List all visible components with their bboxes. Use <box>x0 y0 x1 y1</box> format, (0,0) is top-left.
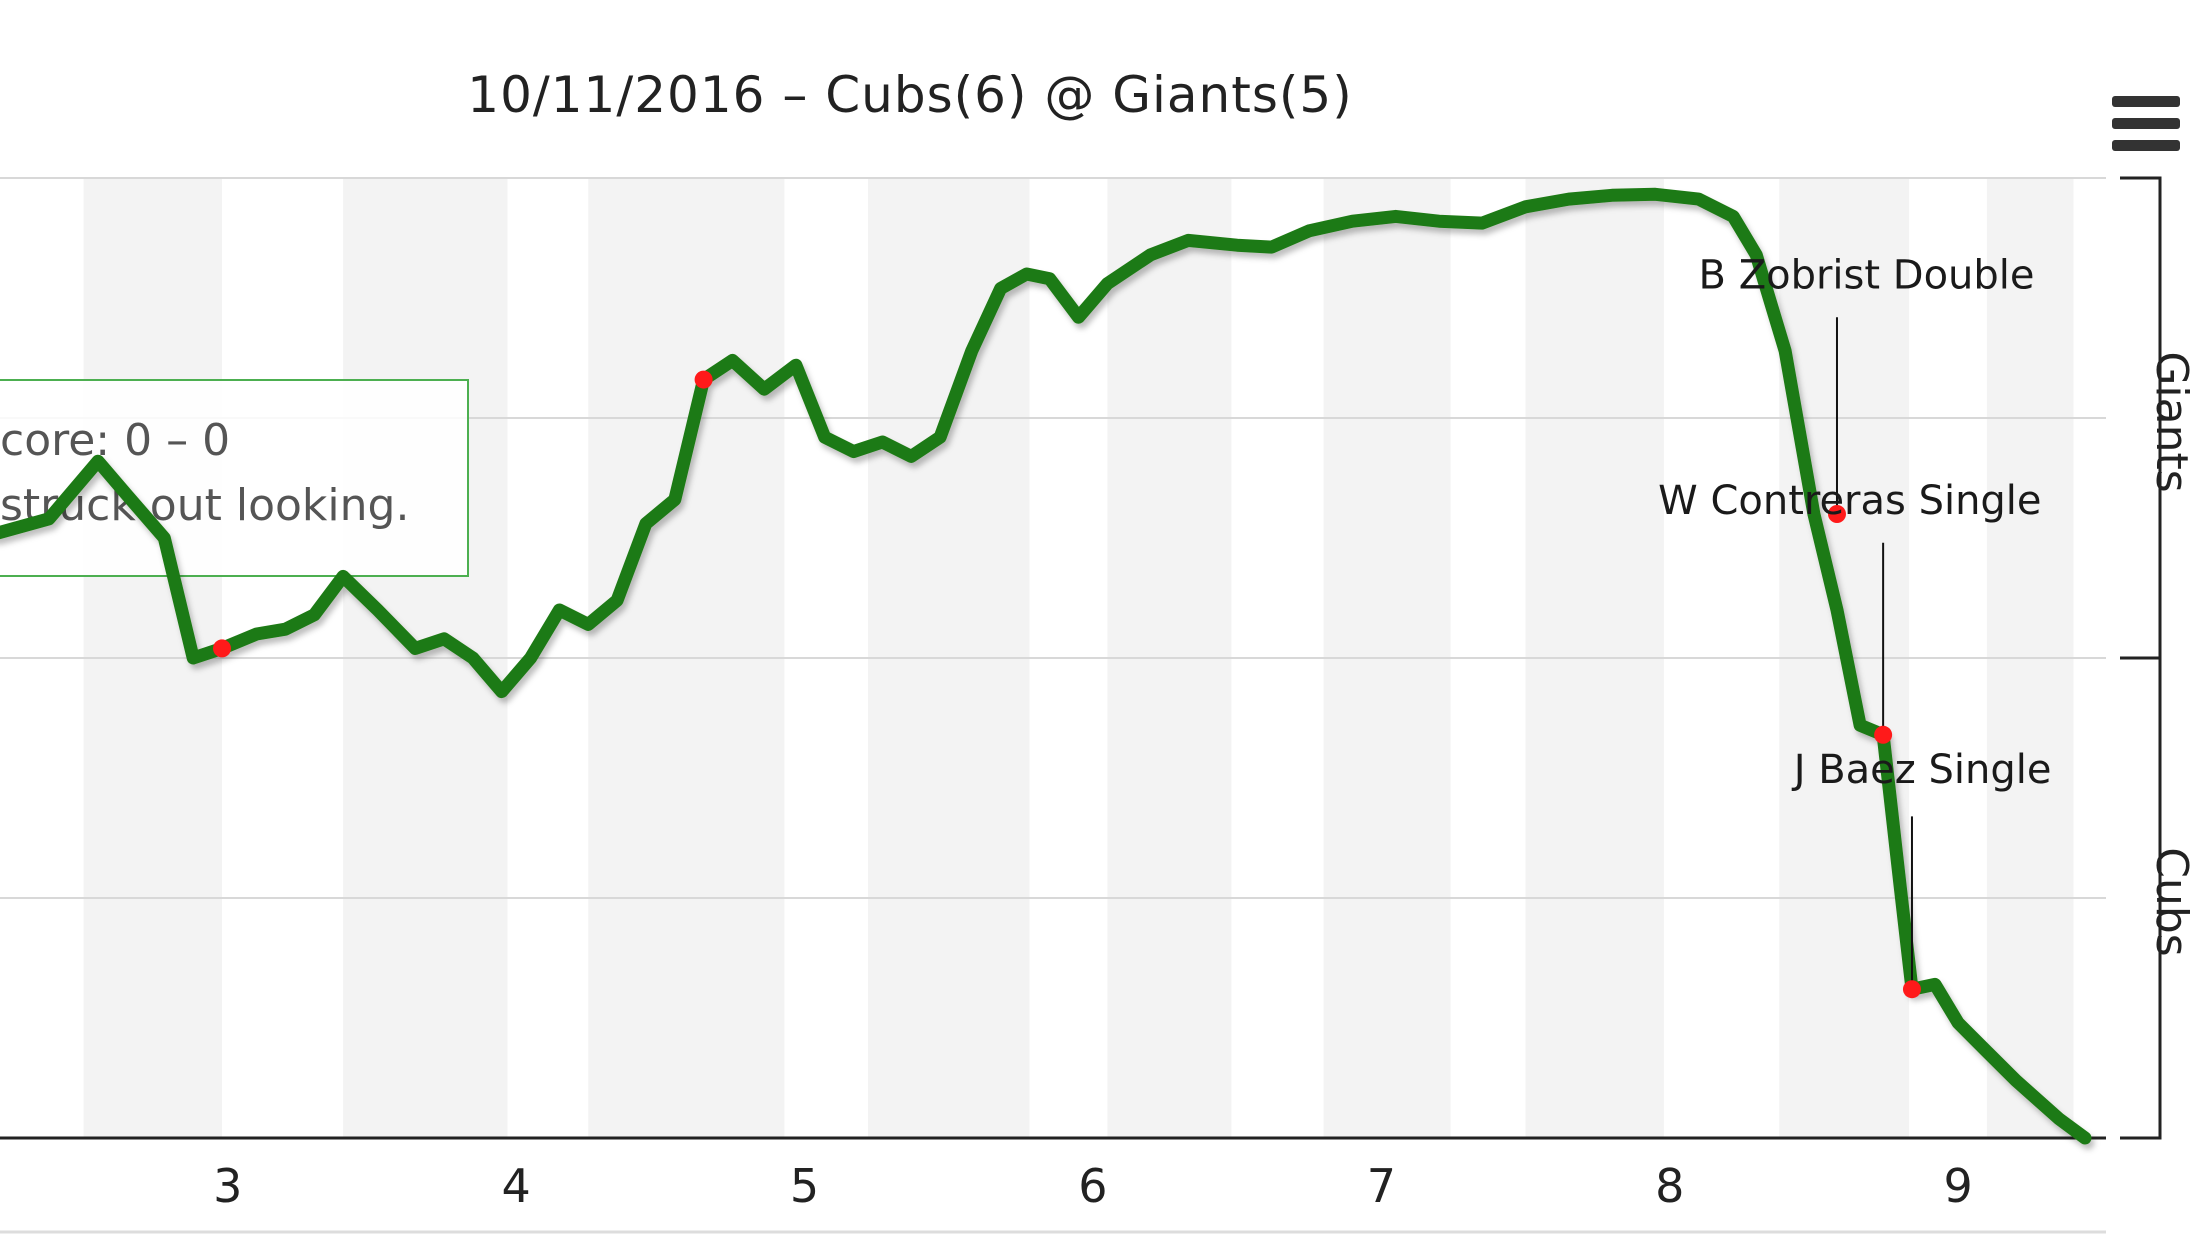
x-tick-label: 4 <box>502 1159 531 1213</box>
annotation-leaders <box>1835 317 1913 990</box>
tooltip-box <box>0 379 469 577</box>
event-marker <box>1827 505 1846 523</box>
event-marker <box>1874 725 1893 744</box>
x-tick-label: 7 <box>1367 1159 1396 1213</box>
annotation-labels: B Zobrist Double W Contreras Single J Baez… <box>1658 252 2051 792</box>
event-marker <box>213 639 231 658</box>
hamburger-menu-icon[interactable] <box>2112 96 2180 151</box>
x-tick-label: 3 <box>213 1159 242 1213</box>
x-axis-ticks: 3 4 5 6 7 8 9 <box>213 1159 1973 1213</box>
x-tick-label: 9 <box>1943 1159 1972 1213</box>
annotation-label: J Baez Single <box>1791 747 2052 793</box>
x-tick-label: 5 <box>790 1159 819 1213</box>
tooltip: core: 0 – 0 struck out looking. <box>0 379 469 577</box>
annotation-label: W Contreras Single <box>1658 478 2041 524</box>
chart-title: 10/11/2016 – Cubs(6) @ Giants(5) <box>467 66 1352 124</box>
tooltip-line-1: core: 0 – 0 <box>0 415 230 466</box>
event-markers <box>213 370 1921 999</box>
series-line <box>0 187 2092 1145</box>
right-axis: Giants Cubs <box>2120 176 2197 1140</box>
axis-label-giants: Giants <box>2146 351 2197 492</box>
event-marker <box>1902 980 1921 999</box>
x-tick-label: 6 <box>1078 1159 1107 1213</box>
annotation-label: B Zobrist Double <box>1699 252 2035 298</box>
axis-label-cubs: Cubs <box>2146 847 2197 956</box>
event-marker <box>694 370 713 389</box>
gridlines <box>0 177 2106 899</box>
x-tick-label: 8 <box>1655 1159 1684 1213</box>
